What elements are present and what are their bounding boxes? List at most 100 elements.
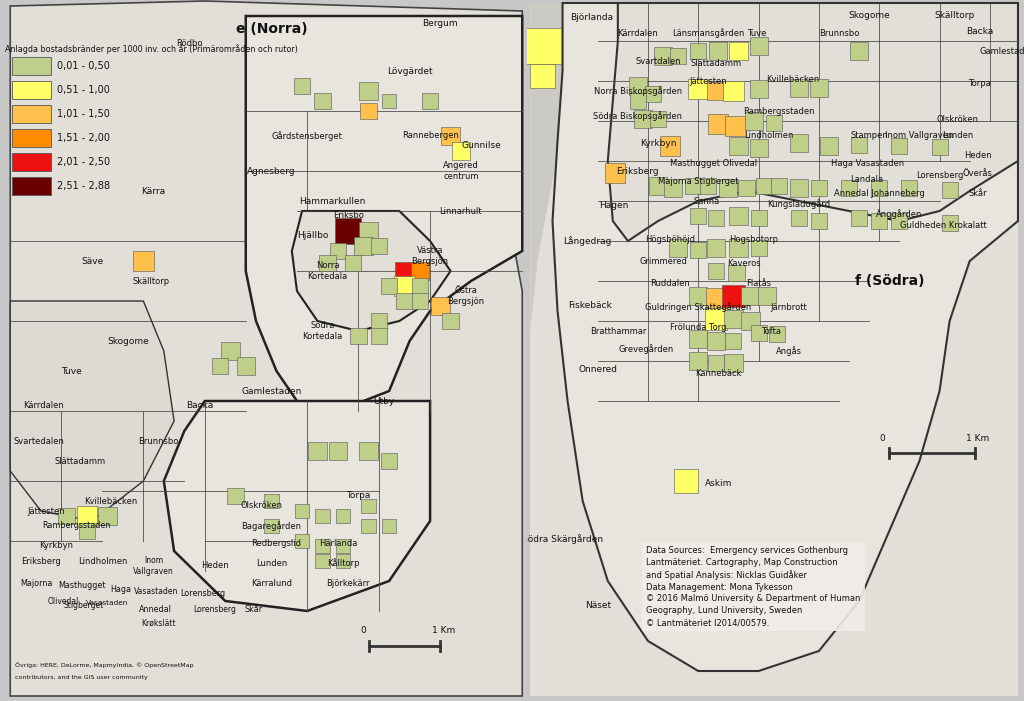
Bar [634,110,652,128]
Bar [336,554,350,568]
Bar [12,81,51,99]
Text: Gamlestaden: Gamlestaden [242,386,301,395]
Text: Hogsbotorp: Hogsbotorp [729,235,778,243]
Bar [790,179,808,197]
Polygon shape [10,1,522,696]
Text: Långedrag: Långedrag [563,236,612,246]
Text: Masthugget: Masthugget [58,582,105,590]
Text: Heden: Heden [202,562,228,571]
Bar [708,332,725,350]
Bar [709,210,724,226]
Bar [394,276,415,296]
Text: Heden: Heden [964,151,991,161]
Polygon shape [164,401,430,611]
Text: Torpa: Torpa [969,79,991,88]
Text: Lindholmen: Lindholmen [744,132,794,140]
Text: Södra Biskopsgården: Södra Biskopsgården [594,111,682,121]
Bar [690,242,707,258]
Polygon shape [10,301,174,521]
Text: Anlagda bostadsbränder per 1000 inv. och år (Primärområden och rutor): Anlagda bostadsbränder per 1000 inv. och… [5,44,298,54]
Text: Björlanda: Björlanda [570,13,613,22]
Bar [665,179,682,197]
Bar [77,506,97,526]
Text: Bergum: Bergum [423,18,458,27]
Bar [441,127,460,145]
Bar [371,328,387,344]
Text: Landala: Landala [851,175,884,184]
Text: Lindholmen: Lindholmen [78,557,127,566]
Bar [295,504,309,518]
Text: Kärrdalen: Kärrdalen [617,29,658,37]
Bar [941,215,957,231]
Bar [706,308,727,330]
Bar [361,519,376,533]
Text: Grimmered: Grimmered [639,257,687,266]
Text: Vasastaden: Vasastaden [133,587,178,596]
Bar [371,238,387,254]
Bar [12,57,51,75]
Bar [361,499,376,513]
Text: Södra
Kortedala: Södra Kortedala [302,321,343,341]
Bar [330,243,346,259]
Bar [841,180,857,196]
Bar [791,210,807,226]
Text: Tuve: Tuve [61,367,82,376]
Bar [350,328,367,344]
Text: Kärrdalen: Kärrdalen [23,402,63,411]
Bar [442,313,459,329]
Bar [530,64,555,88]
Polygon shape [553,3,1018,671]
Bar [221,342,240,360]
Text: Guldringen Skattegården: Guldringen Skattegården [645,302,752,312]
Bar [264,519,279,533]
Bar [741,312,760,330]
Text: Skår: Skår [245,604,263,613]
Bar [741,287,760,305]
Text: Kyrkbyn: Kyrkbyn [39,541,74,550]
Text: 1 Km: 1 Km [966,434,989,443]
Polygon shape [530,3,578,331]
Bar [750,80,768,98]
Text: Data Sources:  Emergency services Gothenburg
Lantmäteriet. Cartography, Map Cons: Data Sources: Emergency services Gothenb… [646,546,860,627]
Bar [12,129,51,147]
Bar [336,509,350,523]
Text: Linnarhult: Linnarhult [439,207,482,215]
Bar [722,285,744,307]
Text: Majorna Stigberget: Majorna Stigberget [658,177,738,186]
Text: Majorna: Majorna [20,578,53,587]
Text: Backa: Backa [186,402,213,411]
Bar [709,263,724,279]
Bar [751,325,767,341]
Bar [396,293,413,309]
Bar [790,134,808,152]
Text: Gamlestaden: Gamlestaden [980,46,1024,55]
Text: e (Norra): e (Norra) [236,22,307,36]
Bar [382,519,396,533]
Bar [756,178,772,194]
Bar [708,82,725,100]
Text: Bagaregården: Bagaregården [242,521,301,531]
Text: Järnbrott: Järnbrott [770,303,807,311]
Text: Kvillebäcken: Kvillebäcken [766,74,819,83]
Bar [336,539,350,553]
Text: 0,51 - 1,00: 0,51 - 1,00 [57,85,111,95]
Bar [738,180,755,196]
Text: Frölunda Torg: Frölunda Torg [670,323,726,332]
Text: Redbergslid: Redbergslid [252,538,301,547]
Bar [750,37,768,55]
Text: Jättesten: Jättesten [28,507,65,515]
Text: Fiskebäck: Fiskebäck [568,301,611,310]
Text: Kvillebäcken: Kvillebäcken [84,496,137,505]
Text: Onnered: Onnered [579,365,617,374]
Text: Västra
Bergsjön: Västra Bergsjön [412,246,449,266]
Text: Rambergsstaden: Rambergsstaden [743,107,814,116]
Bar [725,333,741,349]
Text: Lorensberg: Lorensberg [180,589,225,597]
Bar [723,81,743,101]
Bar [411,262,429,280]
Bar [98,507,117,525]
Bar [709,114,728,134]
Bar [359,222,378,240]
Bar [315,554,330,568]
Bar [382,94,396,108]
